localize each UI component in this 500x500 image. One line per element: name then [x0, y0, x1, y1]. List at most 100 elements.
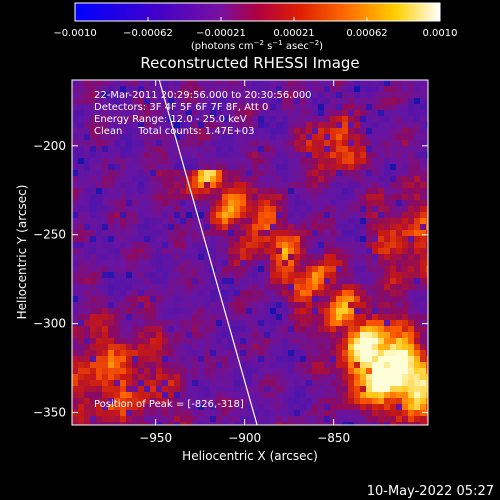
heatmap-cell — [90, 374, 97, 381]
heatmap-cell — [384, 218, 391, 225]
heatmap-cell — [96, 368, 103, 375]
heatmap-cell — [90, 350, 97, 357]
heatmap-cell — [324, 386, 331, 393]
heatmap-cell — [120, 356, 127, 363]
heatmap-cell — [210, 92, 217, 99]
heatmap-cell — [276, 326, 283, 333]
heatmap-cell — [372, 200, 379, 207]
heatmap-cell — [336, 170, 343, 177]
heatmap-cell — [414, 110, 421, 117]
heatmap-cell — [354, 314, 361, 321]
heatmap-cell — [72, 332, 79, 339]
heatmap-cell — [372, 218, 379, 225]
heatmap-cell — [348, 116, 355, 123]
heatmap-cell — [282, 164, 289, 171]
heatmap-cell — [72, 410, 79, 417]
heatmap-cell — [294, 356, 301, 363]
heatmap-cell — [288, 206, 295, 213]
heatmap-cell — [258, 290, 265, 297]
heatmap-cell — [354, 86, 361, 93]
heatmap-cell — [282, 374, 289, 381]
heatmap-cell — [378, 320, 385, 327]
heatmap-cell — [96, 182, 103, 189]
heatmap-cell — [114, 344, 121, 351]
heatmap-cell — [198, 116, 205, 123]
heatmap-cell — [192, 290, 199, 297]
heatmap-cell — [324, 218, 331, 225]
heatmap-cell — [414, 128, 421, 135]
heatmap-cell — [240, 170, 247, 177]
heatmap-cell — [198, 236, 205, 243]
heatmap-cell — [228, 392, 235, 399]
heatmap-cell — [300, 284, 307, 291]
heatmap-cell — [360, 362, 367, 369]
heatmap-cell — [180, 278, 187, 285]
heatmap-cell — [120, 116, 127, 123]
heatmap-cell — [228, 176, 235, 183]
heatmap-cell — [168, 362, 175, 369]
heatmap-cell — [108, 254, 115, 261]
heatmap-cell — [378, 386, 385, 393]
heatmap-cell — [234, 278, 241, 285]
heatmap-cell — [300, 404, 307, 411]
heatmap-cell — [270, 248, 277, 255]
heatmap-cell — [396, 374, 403, 381]
heatmap-cell — [402, 308, 409, 315]
heatmap-cell — [96, 176, 103, 183]
heatmap-cell — [258, 110, 265, 117]
heatmap-cell — [342, 122, 349, 129]
heatmap-cell — [108, 134, 115, 141]
heatmap-cell — [336, 188, 343, 195]
heatmap-cell — [270, 254, 277, 261]
heatmap-cell — [210, 284, 217, 291]
heatmap-cell — [180, 158, 187, 165]
heatmap-cell — [84, 212, 91, 219]
heatmap-cell — [354, 356, 361, 363]
heatmap-cell — [264, 212, 271, 219]
heatmap-cell — [252, 242, 259, 249]
heatmap-cell — [180, 326, 187, 333]
heatmap-cell — [150, 80, 157, 87]
heatmap-cell — [114, 104, 121, 111]
heatmap-cell — [162, 176, 169, 183]
heatmap-cell — [198, 104, 205, 111]
heatmap-cell — [138, 230, 145, 237]
heatmap-cell — [318, 182, 325, 189]
heatmap-cell — [132, 254, 139, 261]
heatmap-cell — [348, 254, 355, 261]
heatmap-cell — [246, 296, 253, 303]
heatmap-cell — [198, 170, 205, 177]
heatmap-cell — [306, 392, 313, 399]
heatmap-cell — [390, 416, 397, 423]
heatmap-cell — [378, 104, 385, 111]
heatmap-cell — [336, 248, 343, 255]
heatmap-cell — [108, 98, 115, 105]
heatmap-cell — [168, 344, 175, 351]
heatmap-cell — [294, 308, 301, 315]
heatmap-cell — [276, 158, 283, 165]
heatmap-cell — [150, 380, 157, 387]
heatmap-cell — [204, 182, 211, 189]
heatmap-cell — [336, 356, 343, 363]
heatmap-cell — [150, 422, 157, 425]
heatmap-cell — [96, 416, 103, 423]
heatmap-cell — [96, 374, 103, 381]
heatmap-cell — [162, 374, 169, 381]
heatmap-cell — [246, 380, 253, 387]
heatmap-cell — [132, 170, 139, 177]
heatmap-cell — [384, 296, 391, 303]
heatmap-cell — [402, 278, 409, 285]
heatmap-cell — [114, 278, 121, 285]
heatmap-cell — [336, 416, 343, 423]
heatmap-cell — [138, 260, 145, 267]
heatmap-cell — [396, 350, 403, 357]
heatmap-cell — [306, 320, 313, 327]
heatmap-cell — [324, 302, 331, 309]
heatmap-cell — [150, 224, 157, 231]
heatmap-cell — [198, 122, 205, 129]
heatmap-cell — [192, 386, 199, 393]
heatmap-cell — [330, 122, 337, 129]
heatmap-cell — [72, 314, 79, 321]
heatmap-cell — [72, 350, 79, 357]
heatmap-cell — [102, 326, 109, 333]
